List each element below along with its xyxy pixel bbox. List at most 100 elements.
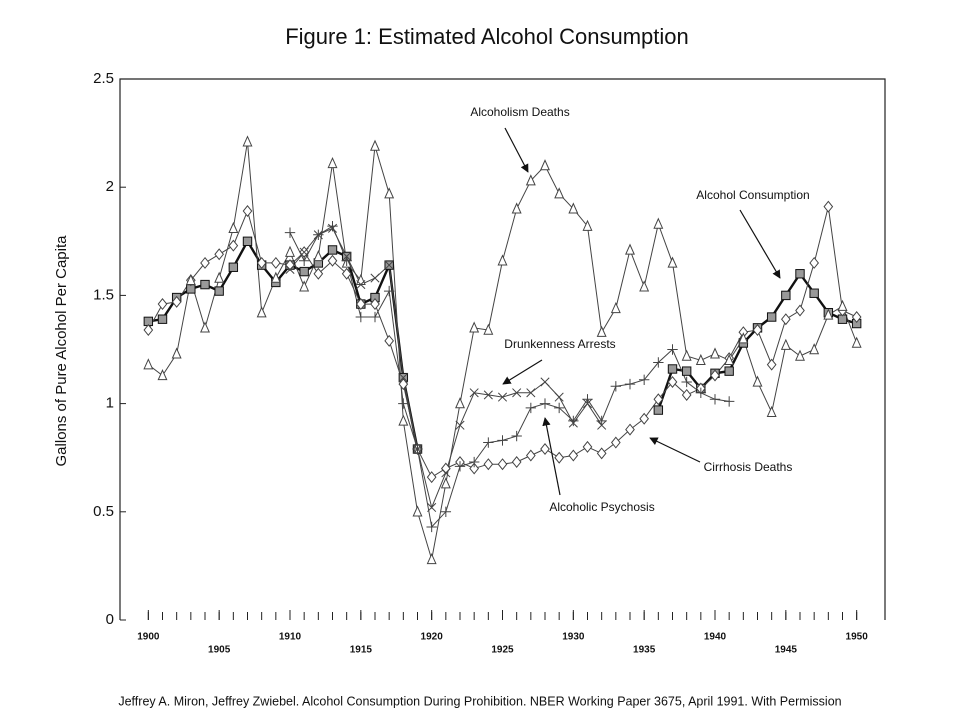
marker [284,227,296,238]
x-tick-label: 1900 [137,632,160,643]
marker [851,311,862,324]
marker [214,248,225,261]
marker [568,415,579,427]
marker [625,243,635,255]
marker [554,187,565,199]
marker [483,323,494,335]
series-line [289,225,730,528]
marker [455,397,465,409]
marker [582,440,593,453]
marker [695,387,707,398]
marker [625,423,635,436]
marker [512,388,522,398]
marker [526,388,536,398]
marker [596,415,607,427]
marker [724,353,735,366]
marker [568,202,579,214]
marker [214,286,224,296]
x-tick-label: 1915 [350,645,373,656]
marker [653,393,664,406]
marker [327,156,338,169]
marker [525,449,536,462]
marker [398,414,409,426]
series-label: Alcoholic Psychosis [549,500,654,514]
marker [653,405,664,415]
marker [214,271,225,283]
marker [540,159,550,171]
marker [384,187,395,199]
marker [610,381,622,392]
y-tick-label: 1 [106,395,114,412]
marker [610,301,621,314]
marker [497,435,508,446]
marker [823,308,834,320]
marker [724,366,734,376]
marker [568,449,579,462]
y-tick-label: 0 [106,611,114,628]
y-tick-label: 0.5 [93,503,114,520]
marker [780,338,791,350]
marker [370,298,380,311]
marker [766,405,777,417]
marker [383,285,395,297]
marker [667,375,678,388]
marker [483,390,493,400]
marker [398,398,409,409]
marker [327,254,338,267]
marker [653,357,664,368]
marker [809,256,820,269]
marker [313,250,324,262]
series-label: Alcoholism Deaths [470,105,569,119]
marker [539,398,551,409]
marker [766,358,777,371]
marker [497,392,508,402]
marker [809,288,819,298]
marker [638,374,650,385]
marker [667,364,678,374]
marker [440,506,452,517]
marker [171,347,182,359]
marker [681,349,692,361]
marker [681,388,692,401]
marker [299,280,310,292]
marker [540,377,550,387]
x-tick-label: 1905 [208,645,231,656]
marker [681,376,692,388]
marker [795,304,805,317]
marker [596,325,607,337]
marker [540,443,550,456]
marker [185,273,196,285]
marker [242,236,253,247]
marker [157,298,168,311]
series-line [148,238,858,450]
marker [596,447,607,460]
marker [483,437,494,448]
x-tick-label: 1920 [421,632,444,643]
y-tick-label: 2 [106,178,114,195]
marker [355,311,367,323]
marker [427,502,437,513]
marker [171,295,182,308]
marker [710,369,720,382]
marker [454,461,466,472]
marker [624,378,636,390]
label-arrow [649,437,701,463]
marker [355,298,366,311]
marker [398,373,408,383]
marker [384,334,395,347]
marker [497,254,508,266]
marker [157,369,168,381]
series-line [147,141,858,560]
marker [426,471,437,484]
marker [723,396,735,407]
marker [781,290,791,301]
marker [780,313,791,326]
marker [200,321,210,333]
marker [795,349,805,361]
x-tick-label: 1925 [491,645,514,656]
marker [554,451,565,464]
marker [469,388,479,398]
marker [242,205,253,217]
series-label: Cirrhosis Deaths [704,460,793,474]
